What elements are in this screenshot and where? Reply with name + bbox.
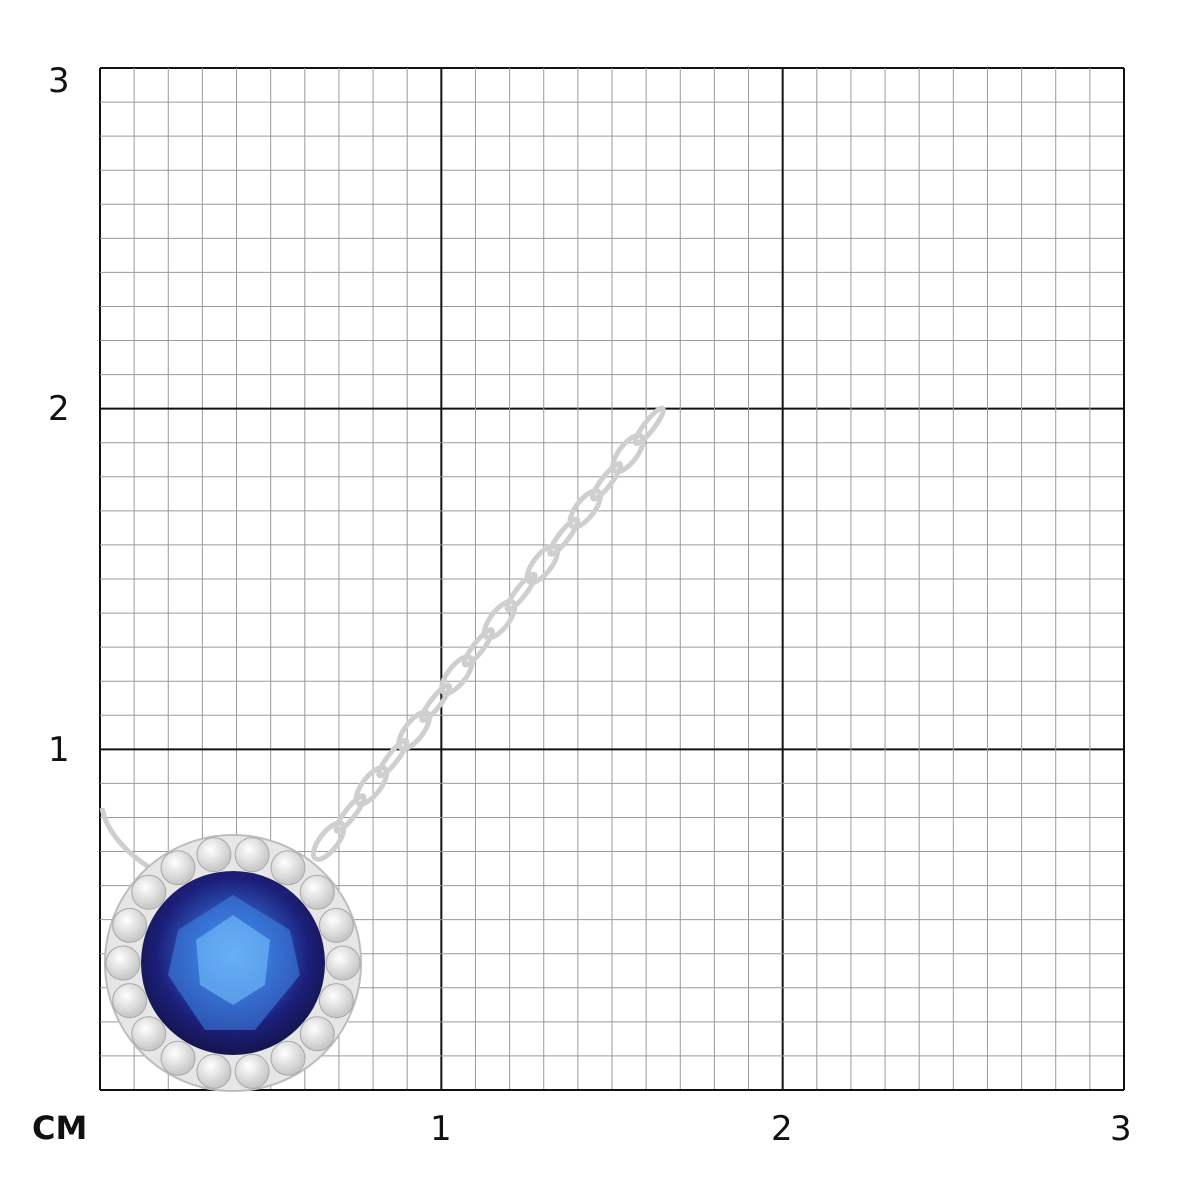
halo-diamond	[160, 1040, 196, 1076]
halo-diamond	[299, 874, 335, 910]
chain-link	[504, 571, 538, 613]
chain-link	[632, 405, 666, 447]
halo-diamond	[234, 837, 270, 873]
halo-diamond	[318, 983, 354, 1019]
chain-link	[524, 543, 561, 586]
chain-link	[439, 654, 475, 696]
chain-link	[547, 516, 581, 557]
chain-link	[461, 627, 495, 668]
y-label-3: 3	[48, 61, 70, 101]
chain-link	[610, 432, 646, 475]
chain-link	[590, 461, 624, 502]
halo-diamond	[270, 1040, 306, 1076]
chain-link	[481, 598, 518, 641]
halo-diamond	[196, 1053, 232, 1089]
chain-link	[376, 737, 410, 779]
halo-diamond	[112, 983, 148, 1019]
halo-diamond	[299, 1016, 335, 1052]
y-label-1: 1	[48, 730, 70, 770]
chain-link	[310, 820, 347, 862]
halo-diamond	[318, 907, 354, 943]
y-label-2: 2	[48, 389, 70, 429]
halo-diamond	[131, 874, 167, 910]
x-label-3: 3	[1110, 1109, 1132, 1149]
chain-link	[419, 682, 453, 723]
chain-link	[353, 765, 390, 807]
halo-diamond	[234, 1053, 270, 1089]
unit-label: CM	[32, 1109, 88, 1147]
halo-diamond	[270, 850, 306, 886]
halo-diamond	[196, 837, 232, 873]
halo-diamond	[160, 850, 196, 886]
x-label-1: 1	[430, 1109, 452, 1149]
halo-diamond	[105, 945, 141, 981]
x-label-2: 2	[771, 1109, 793, 1149]
chain-right	[310, 405, 666, 862]
halo-diamond	[131, 1016, 167, 1052]
chain-link	[396, 709, 432, 752]
halo-diamond	[325, 945, 361, 981]
chain-link	[567, 488, 603, 530]
halo-diamond	[112, 907, 148, 943]
chain-left	[99, 807, 152, 871]
chain-link	[333, 793, 367, 834]
sapphire-stone	[141, 871, 325, 1055]
